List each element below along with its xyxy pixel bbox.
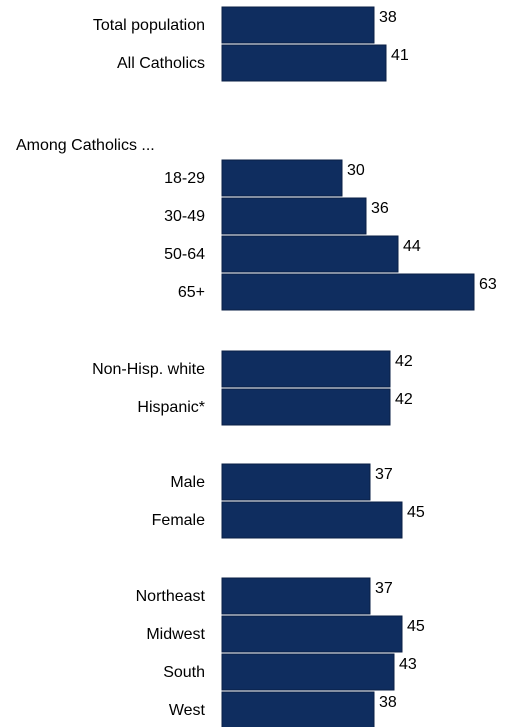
value-label: 45 xyxy=(407,504,425,521)
bar xyxy=(221,197,367,235)
category-label: Northeast xyxy=(136,588,206,605)
category-label: Hispanic* xyxy=(137,399,205,416)
bar-group-3: Male 37 Female 45 xyxy=(152,463,425,539)
bar xyxy=(221,273,475,311)
value-label: 44 xyxy=(403,238,421,255)
category-label: 30-49 xyxy=(164,208,205,225)
bar-group-1: Among Catholics ... 18-29 30 30-49 36 50-64 44… xyxy=(16,137,497,311)
bar xyxy=(221,235,399,273)
value-label: 42 xyxy=(395,353,413,370)
category-label: Midwest xyxy=(146,626,205,643)
bar xyxy=(221,577,371,615)
value-label: 38 xyxy=(379,694,397,711)
value-label: 41 xyxy=(391,47,409,64)
bar xyxy=(221,691,375,727)
value-label: 30 xyxy=(347,162,365,179)
value-label: 63 xyxy=(479,276,497,293)
bar xyxy=(221,615,403,653)
bar xyxy=(221,6,375,44)
bar xyxy=(221,44,387,82)
category-label: 18-29 xyxy=(164,170,205,187)
category-label: Female xyxy=(152,512,205,529)
value-label: 42 xyxy=(395,391,413,408)
category-label: 65+ xyxy=(178,284,205,301)
category-label: Total population xyxy=(93,17,205,34)
value-label: 37 xyxy=(375,580,393,597)
category-label: South xyxy=(163,664,205,681)
category-label: 50-64 xyxy=(164,246,205,263)
value-label: 45 xyxy=(407,618,425,635)
category-label: All Catholics xyxy=(117,55,205,72)
value-label: 36 xyxy=(371,200,389,217)
value-label: 37 xyxy=(375,466,393,483)
bar xyxy=(221,501,403,539)
value-label: 38 xyxy=(379,9,397,26)
bar-group-0: Total population 38 All Catholics 41 xyxy=(93,6,409,82)
bar xyxy=(221,388,391,426)
group-heading: Among Catholics ... xyxy=(16,137,155,154)
category-label: Male xyxy=(170,474,205,491)
value-label: 43 xyxy=(399,656,417,673)
bar-group-4: Northeast 37 Midwest 45 South 43 West 38 xyxy=(136,577,425,727)
category-label: West xyxy=(169,702,206,719)
bar-group-2: Non-Hisp. white 42 Hispanic* 42 xyxy=(92,350,413,426)
category-label: Non-Hisp. white xyxy=(92,361,205,378)
bar xyxy=(221,159,343,197)
bar xyxy=(221,350,391,388)
bar xyxy=(221,463,371,501)
bar xyxy=(221,653,395,691)
